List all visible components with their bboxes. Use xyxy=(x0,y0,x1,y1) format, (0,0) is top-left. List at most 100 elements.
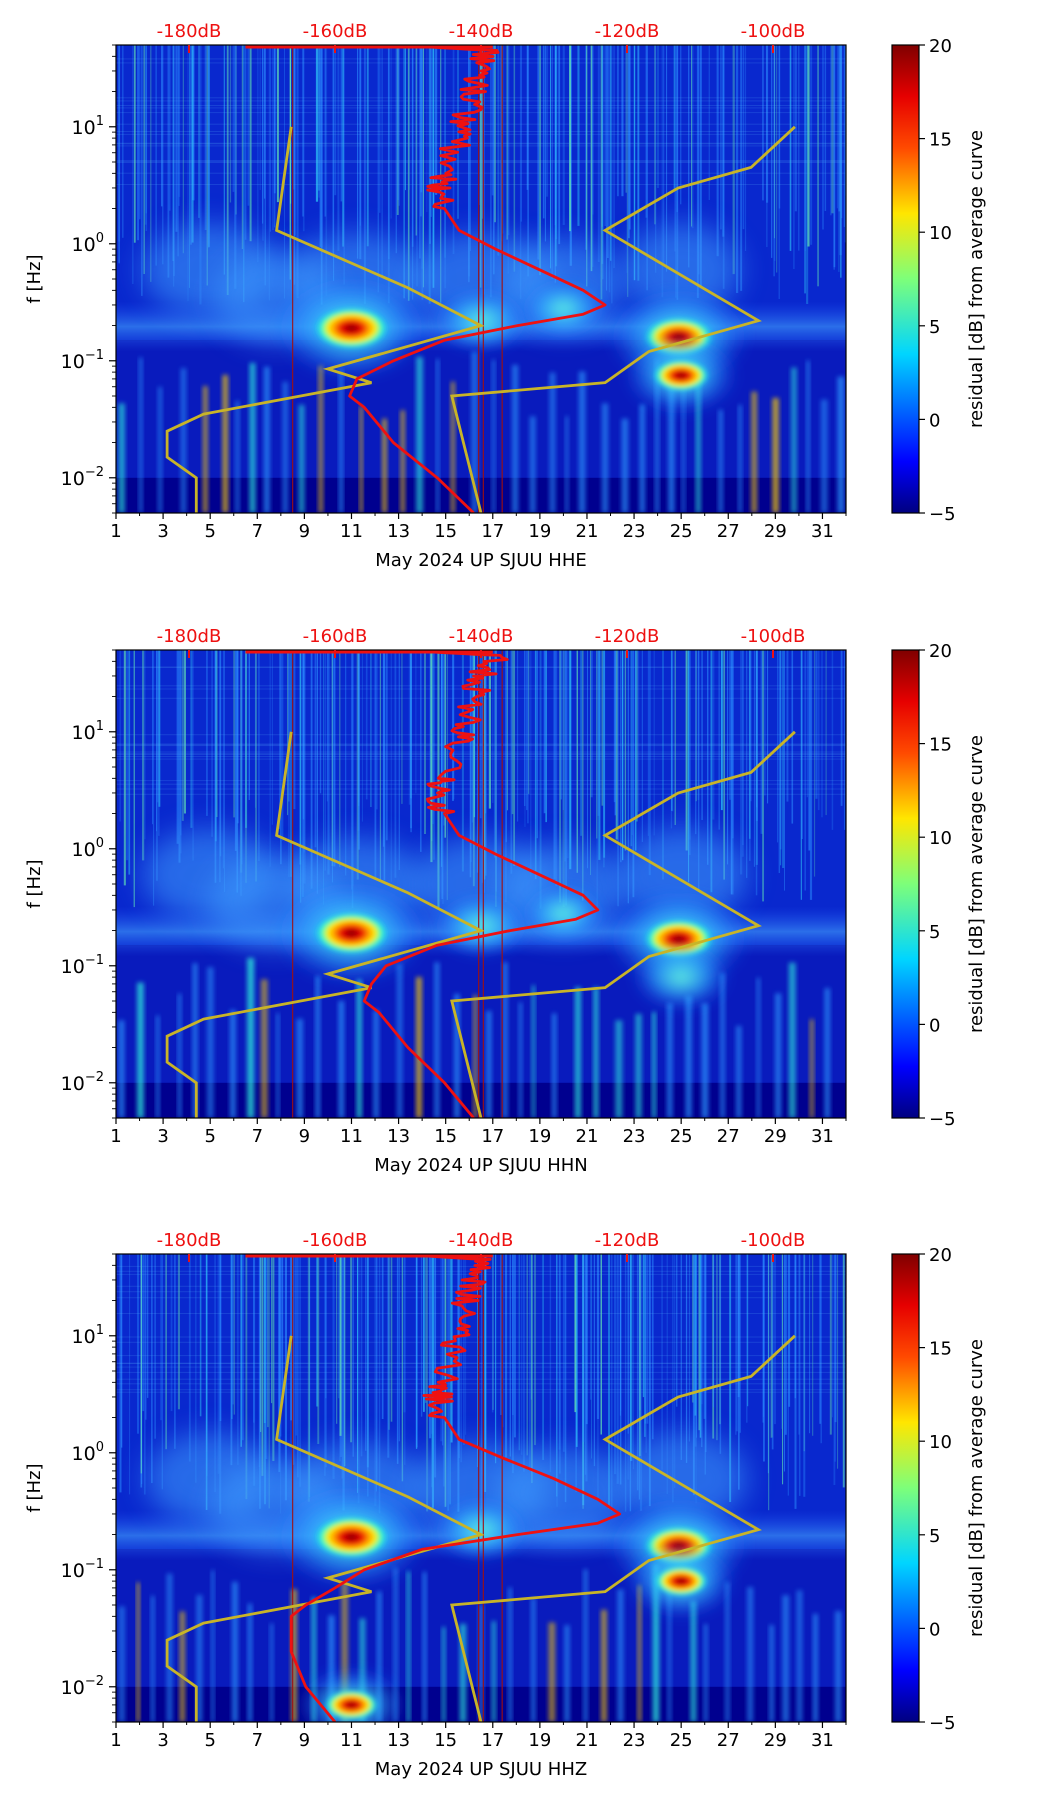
x-tick-label: 19 xyxy=(528,1126,551,1147)
lf-stripe xyxy=(118,1020,125,1118)
x-tick-label: 25 xyxy=(670,1126,693,1147)
hf-streak xyxy=(302,650,305,820)
hf-streak xyxy=(539,650,542,909)
x-tick-label: 1 xyxy=(110,1126,121,1147)
hf-streak xyxy=(523,1254,525,1472)
hf-streak xyxy=(219,1254,222,1421)
hf-streak xyxy=(559,650,561,903)
hf-line xyxy=(116,145,846,147)
hf-line xyxy=(116,1378,846,1380)
hf-line xyxy=(116,1341,846,1343)
y-tick-label: 10−2 xyxy=(61,465,104,490)
hf-streak xyxy=(513,1254,516,1438)
lf-stripe xyxy=(192,963,198,1118)
hf-streak xyxy=(620,650,622,863)
hf-streak xyxy=(155,45,157,266)
hf-streak xyxy=(253,1254,256,1486)
hf-streak xyxy=(674,650,676,825)
colorbar-tick-label: −5 xyxy=(929,1713,956,1734)
hf-streak xyxy=(447,1254,449,1511)
x-tick-label: 9 xyxy=(299,1730,310,1751)
hf-streak xyxy=(694,1254,697,1447)
db-scale-label: -160dB xyxy=(303,626,368,647)
hf-streak xyxy=(363,45,366,304)
y-axis-label: f [Hz] xyxy=(24,254,45,303)
hf-streak xyxy=(158,650,161,807)
hf-streak xyxy=(483,650,485,893)
x-tick-label: 27 xyxy=(717,521,740,542)
hf-streak xyxy=(555,650,558,886)
hf-streak xyxy=(370,650,372,807)
hf-streak xyxy=(303,650,306,884)
hf-line xyxy=(116,133,846,135)
hf-streak xyxy=(343,45,345,285)
hf-streak xyxy=(630,650,633,847)
hotspot-core xyxy=(313,306,390,350)
hf-streak xyxy=(710,650,713,893)
hf-streak xyxy=(629,1254,632,1512)
lf-stripe xyxy=(639,404,645,513)
colorbar-tick-label: 20 xyxy=(929,36,952,57)
hf-streak xyxy=(224,650,225,892)
hf-streak xyxy=(351,650,353,890)
hf-streak xyxy=(534,1254,536,1446)
hf-streak xyxy=(662,650,664,880)
hf-streak xyxy=(821,650,823,818)
hf-streak xyxy=(695,650,697,835)
hf-streak xyxy=(375,650,378,810)
hf-streak xyxy=(839,45,842,256)
hf-streak xyxy=(401,1254,404,1482)
hf-streak xyxy=(590,45,593,272)
hf-streak xyxy=(812,1254,814,1436)
hf-streak xyxy=(543,650,546,814)
x-tick-label: 21 xyxy=(576,521,599,542)
hf-streak xyxy=(732,650,734,839)
hf-streak xyxy=(688,1254,690,1442)
hf-line xyxy=(116,100,846,102)
hf-streak xyxy=(415,650,417,794)
hf-streak xyxy=(493,650,496,858)
hf-streak xyxy=(817,650,820,811)
lf-stripe xyxy=(508,1587,512,1722)
hf-streak xyxy=(244,45,247,240)
hotspot-glow xyxy=(434,1497,528,1562)
hf-streak xyxy=(631,650,633,836)
hf-streak xyxy=(379,650,381,881)
hf-streak xyxy=(603,650,606,858)
hf-streak xyxy=(119,650,121,822)
y-tick-exponent: −1 xyxy=(85,348,104,363)
lf-stripe xyxy=(207,967,214,1118)
hf-streak xyxy=(820,1254,822,1444)
hf-streak xyxy=(672,1254,674,1503)
hf-streak xyxy=(398,650,400,870)
hf-streak xyxy=(491,45,494,196)
hf-streak xyxy=(562,650,564,810)
hf-streak xyxy=(694,1254,697,1416)
hf-streak xyxy=(735,1254,738,1432)
hf-streak xyxy=(558,1254,561,1450)
hf-streak xyxy=(768,1254,770,1511)
hf-streak xyxy=(564,1254,567,1503)
hf-streak xyxy=(342,45,344,247)
hf-line xyxy=(116,123,846,125)
lf-stripe xyxy=(531,1598,536,1722)
lf-stripe xyxy=(751,391,758,513)
hf-streak xyxy=(387,45,390,304)
hf-streak xyxy=(555,45,558,267)
hf-line xyxy=(116,1313,846,1314)
lf-stripe xyxy=(118,1606,125,1722)
hf-streak xyxy=(278,1254,281,1417)
hf-streak xyxy=(316,650,318,894)
hf-streak xyxy=(365,650,368,800)
lf-stripe xyxy=(202,386,208,513)
hf-streak xyxy=(555,45,558,240)
hf-streak xyxy=(293,45,296,285)
lf-stripe xyxy=(809,1019,814,1118)
y-tick-label: 10−1 xyxy=(61,953,104,978)
hf-line xyxy=(116,685,846,687)
hf-streak xyxy=(500,1254,502,1415)
hf-streak xyxy=(749,650,751,861)
hf-streak xyxy=(513,45,516,272)
hf-streak xyxy=(144,45,147,225)
hf-streak xyxy=(518,1254,521,1451)
